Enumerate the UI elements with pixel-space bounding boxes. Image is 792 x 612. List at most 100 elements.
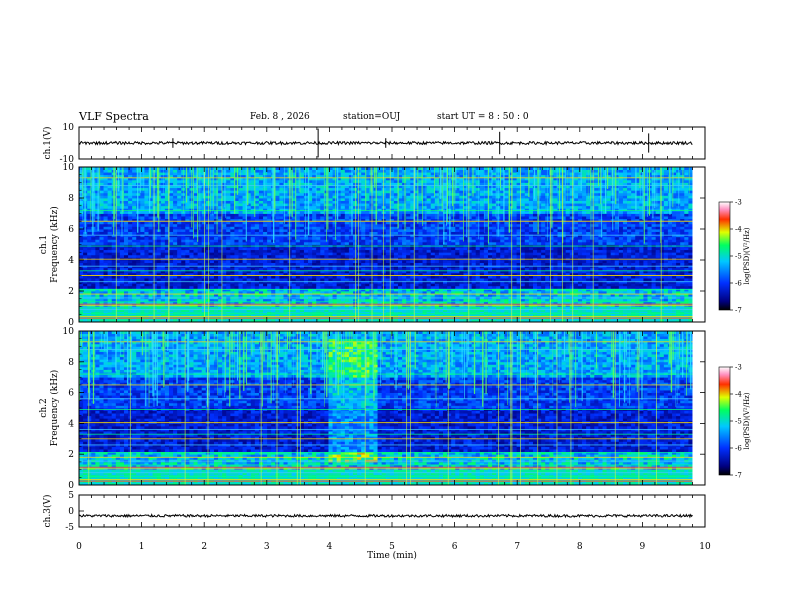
- spectrogram-cell: [99, 280, 104, 284]
- spectrogram-cell: [312, 275, 317, 279]
- spectrogram-cell: [398, 288, 403, 292]
- spectrogram-cell: [250, 236, 256, 240]
- spectrogram-cell: [238, 185, 243, 189]
- spectrogram-cell: [209, 218, 215, 222]
- spectrogram-cell: [308, 185, 313, 189]
- spectrogram-cell: [316, 226, 321, 230]
- spectrogram-cell: [414, 172, 419, 176]
- spectrogram-cell: [410, 241, 415, 245]
- spectrogram-cell: [238, 172, 243, 176]
- spectrogram-cell: [406, 247, 411, 251]
- spectrogram-cell: [344, 198, 350, 201]
- spectrogram-cell: [328, 306, 333, 310]
- spectrogram-cell: [205, 291, 211, 294]
- spectrogram-cell: [348, 275, 354, 279]
- spectrogram-cell: [205, 223, 211, 227]
- spectrogram-cell: [254, 293, 260, 297]
- spectrogram-cell: [242, 265, 248, 269]
- spectrogram-cell: [377, 247, 383, 251]
- spectrogram-cell: [402, 298, 407, 302]
- spectrogram-cell: [218, 314, 223, 318]
- spectrogram-cell: [254, 198, 260, 201]
- spectrogram-cell: [148, 293, 154, 297]
- spectrogram-cell: [308, 319, 313, 322]
- spectrogram-cell: [365, 182, 370, 186]
- spectrogram-cell: [361, 195, 366, 199]
- spectrogram-cell: [275, 231, 280, 235]
- spectrogram-cell: [357, 283, 362, 287]
- spectrogram-cell: [283, 216, 288, 220]
- spectrogram-cell: [189, 234, 194, 238]
- spectrogram-cell: [242, 195, 248, 199]
- spectrogram-cell: [222, 291, 227, 294]
- spectrogram-cell: [177, 247, 182, 251]
- spectrogram-cell: [91, 234, 96, 238]
- spectrogram-cell: [160, 190, 166, 194]
- spectrogram-cell: [144, 280, 149, 284]
- spectrogram-cell: [79, 265, 84, 269]
- spectrogram-cell: [123, 301, 129, 305]
- spectrogram-cell: [160, 179, 166, 183]
- spectrogram-cell: [267, 177, 272, 181]
- spectrogram-cell: [258, 167, 264, 170]
- spectrogram-cell: [128, 198, 133, 201]
- spectrogram-cell: [91, 275, 96, 279]
- spectrogram-cell: [340, 231, 346, 235]
- spectrogram-cell: [83, 285, 88, 289]
- spectrogram-cell: [414, 241, 419, 245]
- spectrogram-cell: [91, 267, 96, 271]
- spectrogram-cell: [340, 319, 346, 322]
- spectrogram-cell: [373, 226, 378, 230]
- spectrogram-cell: [402, 249, 407, 253]
- spectrogram-cell: [148, 306, 154, 310]
- spectrogram-cell: [398, 270, 403, 274]
- spectrogram-cell: [164, 203, 170, 207]
- spectrogram-cell: [316, 283, 321, 287]
- spectrogram-cell: [398, 260, 403, 263]
- spectrogram-cell: [332, 198, 338, 201]
- spectrogram-cell: [299, 203, 305, 207]
- spectrogram-cell: [250, 177, 256, 181]
- spectrogram-cell: [111, 293, 117, 297]
- spectrogram-cell: [299, 218, 305, 222]
- spectrogram-cell: [119, 301, 125, 305]
- spectrogram-cell: [348, 200, 354, 204]
- spectrogram-cell: [348, 249, 354, 253]
- spectrogram-cell: [393, 288, 399, 292]
- spectrogram-cell: [79, 203, 84, 207]
- spectrogram-cell: [168, 306, 174, 310]
- spectrogram-cell: [226, 291, 231, 294]
- spectrogram-cell: [414, 280, 419, 284]
- spectrogram-cell: [336, 283, 342, 287]
- spectrogram-cell: [414, 182, 419, 186]
- spectrogram-cell: [365, 306, 370, 310]
- spectrogram-cell: [267, 272, 272, 276]
- spectrogram-cell: [303, 254, 309, 258]
- spectrogram-cell: [193, 177, 199, 181]
- spectrogram-cell: [340, 236, 346, 240]
- spectrogram-cell: [291, 267, 297, 271]
- spectrogram-cell: [123, 293, 129, 297]
- spectrogram-cell: [250, 234, 256, 238]
- spectrogram-cell: [123, 195, 129, 199]
- spectrogram-cell: [258, 301, 264, 305]
- spectrogram-cell: [140, 260, 145, 263]
- spectrogram-cell: [173, 226, 178, 230]
- spectrogram-cell: [250, 278, 256, 282]
- spectrogram-cell: [242, 247, 248, 251]
- spectrogram-cell: [230, 192, 235, 196]
- spectrogram-cell: [348, 185, 354, 189]
- spectrogram-cell: [246, 319, 252, 322]
- spectrogram-cell: [218, 265, 223, 269]
- spectrogram-cell: [185, 241, 190, 245]
- spectrogram-cell: [406, 210, 411, 214]
- spectrogram-cell: [136, 239, 141, 243]
- spectrogram-cell: [402, 172, 407, 176]
- spectrogram-cell: [132, 309, 137, 313]
- spectrogram-cell: [373, 234, 378, 238]
- spectrogram-cell: [357, 200, 362, 204]
- spectrogram-cell: [136, 285, 141, 289]
- spectrogram-cell: [328, 293, 333, 297]
- spectrogram-cell: [234, 267, 239, 271]
- spectrogram-cell: [160, 285, 166, 289]
